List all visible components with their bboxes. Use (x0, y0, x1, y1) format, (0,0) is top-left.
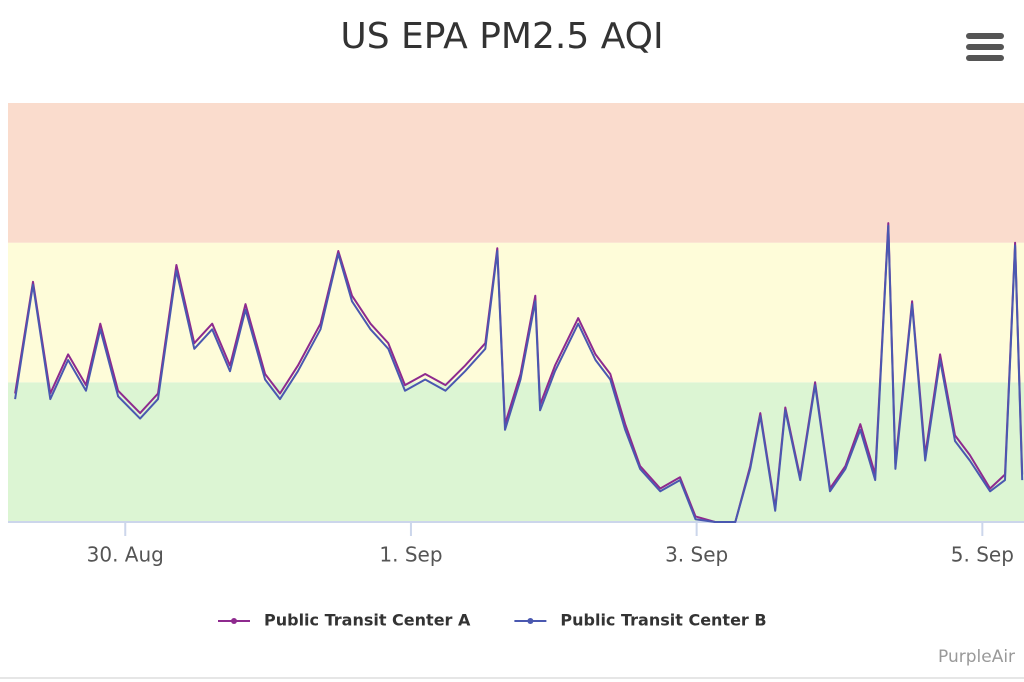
plot-band (8, 242, 1024, 383)
menu-bar (966, 55, 1004, 61)
legend-label: Public Transit Center B (560, 611, 766, 630)
series-line (14, 224, 1024, 523)
credit: PurpleAir (938, 647, 1015, 667)
x-tick-label: 1. Sep (379, 543, 442, 567)
plot-band (8, 103, 1024, 243)
menu-button[interactable] (966, 33, 1004, 61)
legend-dot (231, 618, 237, 624)
menu-bar (966, 44, 1004, 50)
legend-label: Public Transit Center A (264, 611, 471, 630)
chart-title: US EPA PM2.5 AQI (340, 16, 663, 57)
x-tick-label: 30. Aug (87, 543, 164, 567)
menu-bar (966, 33, 1004, 39)
x-tick-label: 3. Sep (665, 543, 728, 567)
x-tick-label: 5. Sep (951, 543, 1014, 567)
plot-band (8, 382, 1024, 522)
legend-dot (527, 618, 534, 624)
